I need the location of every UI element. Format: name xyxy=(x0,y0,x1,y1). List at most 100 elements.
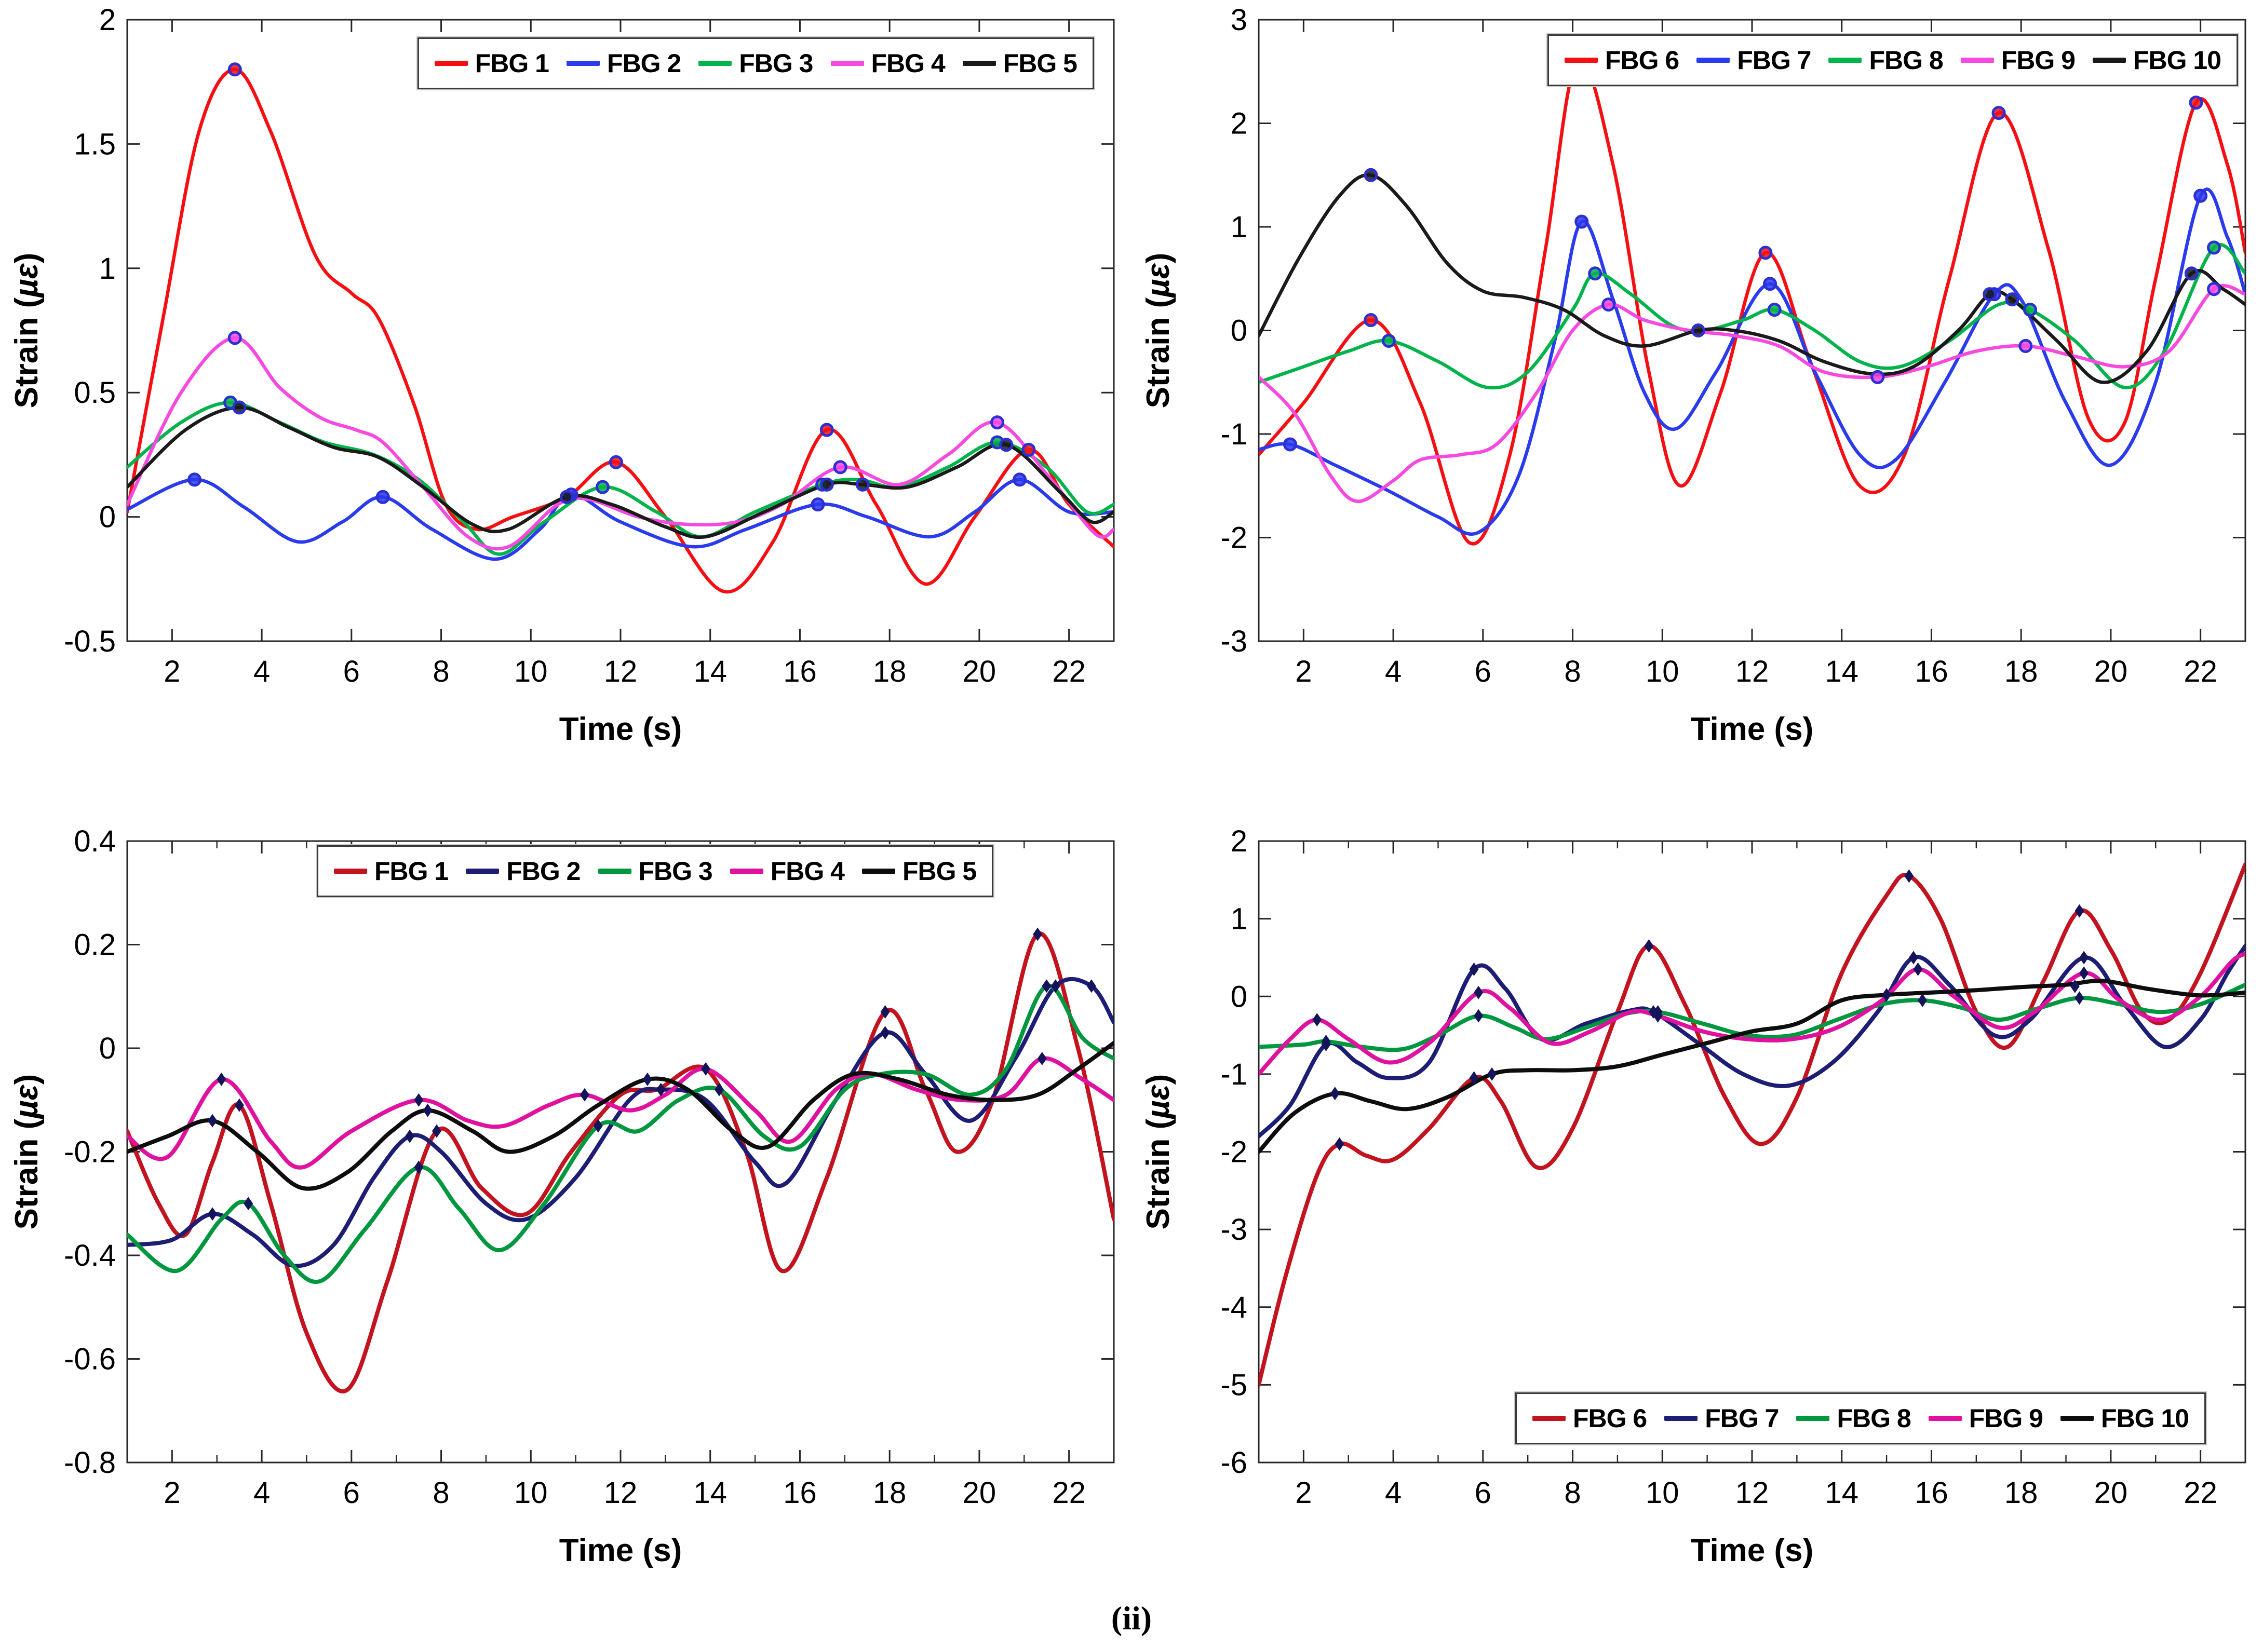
data-marker xyxy=(1691,323,1705,337)
data-marker xyxy=(1913,962,1923,976)
series-line-fbg-10 xyxy=(1259,173,2245,384)
plot-box xyxy=(1258,19,2246,642)
x-tick-label: 14 xyxy=(693,1476,727,1510)
data-marker xyxy=(414,1093,424,1107)
y-tick-label: -5 xyxy=(1220,1368,1247,1402)
x-tick-label: 4 xyxy=(1385,1476,1402,1510)
legend-line-swatch xyxy=(1928,1416,1962,1421)
chart-top-left: 2 4 6 8 10 12 14 16 18 20 22 -0.5 0 0.5 1 1.5 2 Time (s) S… xyxy=(0,0,1132,789)
series-line-fbg-2 xyxy=(127,478,1114,561)
data-marker xyxy=(2207,240,2221,255)
y-axis-label: Strain (µε) xyxy=(9,1074,45,1230)
data-marker xyxy=(609,455,623,469)
legend-entry: FBG 9 xyxy=(1960,45,2076,75)
data-marker xyxy=(217,1072,226,1086)
x-tick-label: 10 xyxy=(514,655,548,688)
y-tick-label: 0 xyxy=(99,1032,116,1065)
legend-line-swatch xyxy=(434,61,468,66)
data-marker xyxy=(819,423,834,437)
x-tick-label: 8 xyxy=(1564,1476,1581,1510)
y-tick-label: -0.5 xyxy=(64,625,116,658)
x-tick-label: 22 xyxy=(2184,655,2217,688)
data-marker xyxy=(656,1082,666,1096)
data-marker xyxy=(208,1207,218,1221)
legend-bottom-left: FBG 1 FBG 2 FBG 3 FBG 4 FBG 5 xyxy=(317,845,994,897)
data-marker xyxy=(187,472,202,487)
x-tick-label: 14 xyxy=(1825,1476,1858,1510)
data-marker xyxy=(1474,985,1484,999)
data-marker xyxy=(1042,979,1052,993)
y-tick-label: 1.5 xyxy=(74,127,116,161)
x-tick-label: 18 xyxy=(2004,1476,2038,1510)
y-tick-label: 2 xyxy=(99,3,116,37)
x-tick-label: 2 xyxy=(164,655,180,688)
x-axis-label: Time (s) xyxy=(1691,1533,1814,1568)
data-marker xyxy=(1767,303,1782,317)
x-tick-label: 18 xyxy=(873,655,907,688)
legend-label: FBG 9 xyxy=(1969,1404,2043,1433)
legend-label: FBG 7 xyxy=(1737,46,1811,75)
legend-label: FBG 10 xyxy=(2100,1404,2189,1433)
data-marker xyxy=(1601,297,1616,312)
legend-label: FBG 5 xyxy=(1003,49,1077,78)
legend-label: FBG 2 xyxy=(607,49,681,78)
legend-line-swatch xyxy=(1664,1416,1698,1421)
x-tick-label: 6 xyxy=(343,1476,360,1510)
figure-caption: (ii) xyxy=(1111,1600,1152,1636)
y-tick-label: 2 xyxy=(1231,107,1247,141)
legend-entry: FBG 7 xyxy=(1664,1403,1779,1433)
x-axis-label: Time (s) xyxy=(559,711,682,747)
y-tick-label: -3 xyxy=(1220,1213,1247,1247)
y-tick-label: -2 xyxy=(1220,521,1247,555)
x-tick-label: 12 xyxy=(1735,655,1769,688)
legend-label: FBG 2 xyxy=(506,857,581,886)
y-tick-label: -0.2 xyxy=(64,1135,116,1169)
x-tick-label: 10 xyxy=(514,1476,548,1510)
series-line-fbg-4 xyxy=(127,1056,1114,1170)
x-tick-label: 10 xyxy=(1646,1476,1679,1510)
y-axis-label: Strain (µε) xyxy=(1140,1074,1176,1230)
legend-label: FBG 10 xyxy=(2133,46,2221,75)
legend-label: FBG 3 xyxy=(739,49,813,78)
data-marker xyxy=(593,1119,603,1133)
y-tick-label: -3 xyxy=(1220,625,1247,658)
data-marker xyxy=(234,1098,244,1112)
x-tick-label: 20 xyxy=(2094,655,2128,688)
legend-entry: FBG 2 xyxy=(466,856,581,886)
legend-line-swatch xyxy=(730,869,763,874)
y-tick-label: 0.5 xyxy=(74,376,116,410)
x-tick-label: 20 xyxy=(2094,1476,2128,1510)
x-tick-label: 4 xyxy=(253,1476,270,1510)
x-tick-label: 16 xyxy=(1915,655,1948,688)
x-tick-label: 6 xyxy=(1475,1476,1491,1510)
data-marker xyxy=(880,1026,890,1040)
y-tick-label: 1 xyxy=(1231,902,1247,936)
data-marker xyxy=(1870,370,1885,384)
legend-label: FBG 1 xyxy=(475,49,549,78)
data-marker xyxy=(595,480,610,494)
data-marker xyxy=(855,477,870,492)
legend-label: FBG 5 xyxy=(902,857,977,886)
data-marker xyxy=(1013,472,1027,487)
data-marker xyxy=(2184,266,2199,281)
data-marker xyxy=(1758,246,1773,260)
data-marker xyxy=(2005,292,2019,307)
legend-top-right: FBG 6 FBG 7 FBG 8 FBG 9 FBG 10 xyxy=(1547,34,2238,86)
data-marker xyxy=(1330,1087,1340,1101)
legend-line-swatch xyxy=(698,61,732,66)
data-marker xyxy=(375,490,390,504)
plot-box xyxy=(126,840,1115,1464)
data-marker xyxy=(1469,962,1479,976)
y-tick-label: 0 xyxy=(1231,314,1247,348)
data-marker xyxy=(1644,939,1654,953)
legend-entry: FBG 5 xyxy=(862,856,977,886)
legend-line-swatch xyxy=(862,869,895,874)
series-line-fbg-10 xyxy=(1259,979,2245,1154)
data-marker xyxy=(1487,1067,1497,1081)
legend-label: FBG 7 xyxy=(1705,1404,1779,1433)
legend-entry: FBG 8 xyxy=(1796,1403,1911,1433)
series-line-fbg-4 xyxy=(127,336,1114,551)
legend-entry: FBG 2 xyxy=(567,48,681,78)
